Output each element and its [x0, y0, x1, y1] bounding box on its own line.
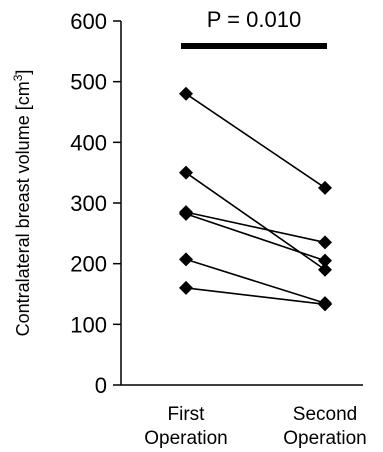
data-point-marker: [318, 235, 332, 250]
series-markers: [179, 86, 332, 312]
y-tick-label: 400: [70, 130, 107, 155]
series-line: [185, 287, 326, 306]
series-line: [185, 211, 326, 244]
y-axis-label: Contralateral breast volume [cm3]: [11, 70, 33, 337]
x-category-label: First Operation: [144, 404, 227, 449]
data-point-marker: [179, 165, 193, 180]
y-tick-label: 300: [70, 191, 107, 216]
data-point-marker: [179, 280, 193, 295]
y-tick-label: 100: [70, 312, 107, 337]
x-category-label: Second Operation: [283, 404, 366, 449]
y-tick-label: 600: [70, 9, 107, 34]
text-layer: 0 100 200 300 400 500 600 First Operation Second O…: [11, 7, 367, 449]
y-tick-label: 500: [70, 70, 107, 95]
data-point-marker: [179, 206, 193, 221]
axes-layer: [113, 20, 363, 386]
series-line: [185, 258, 326, 304]
series-line: [185, 213, 326, 262]
series-lines: [185, 93, 326, 306]
y-tick-label: 0: [95, 373, 107, 398]
data-point-marker: [318, 180, 332, 195]
data-point-marker: [318, 297, 332, 312]
data-point-marker: [318, 262, 332, 277]
y-tick-label: 200: [70, 252, 107, 277]
series-line: [185, 93, 326, 189]
data-point-marker: [318, 253, 332, 268]
data-point-marker: [179, 252, 193, 267]
data-point-marker: [179, 86, 193, 101]
p-value-annotation: P = 0.010: [207, 7, 301, 32]
